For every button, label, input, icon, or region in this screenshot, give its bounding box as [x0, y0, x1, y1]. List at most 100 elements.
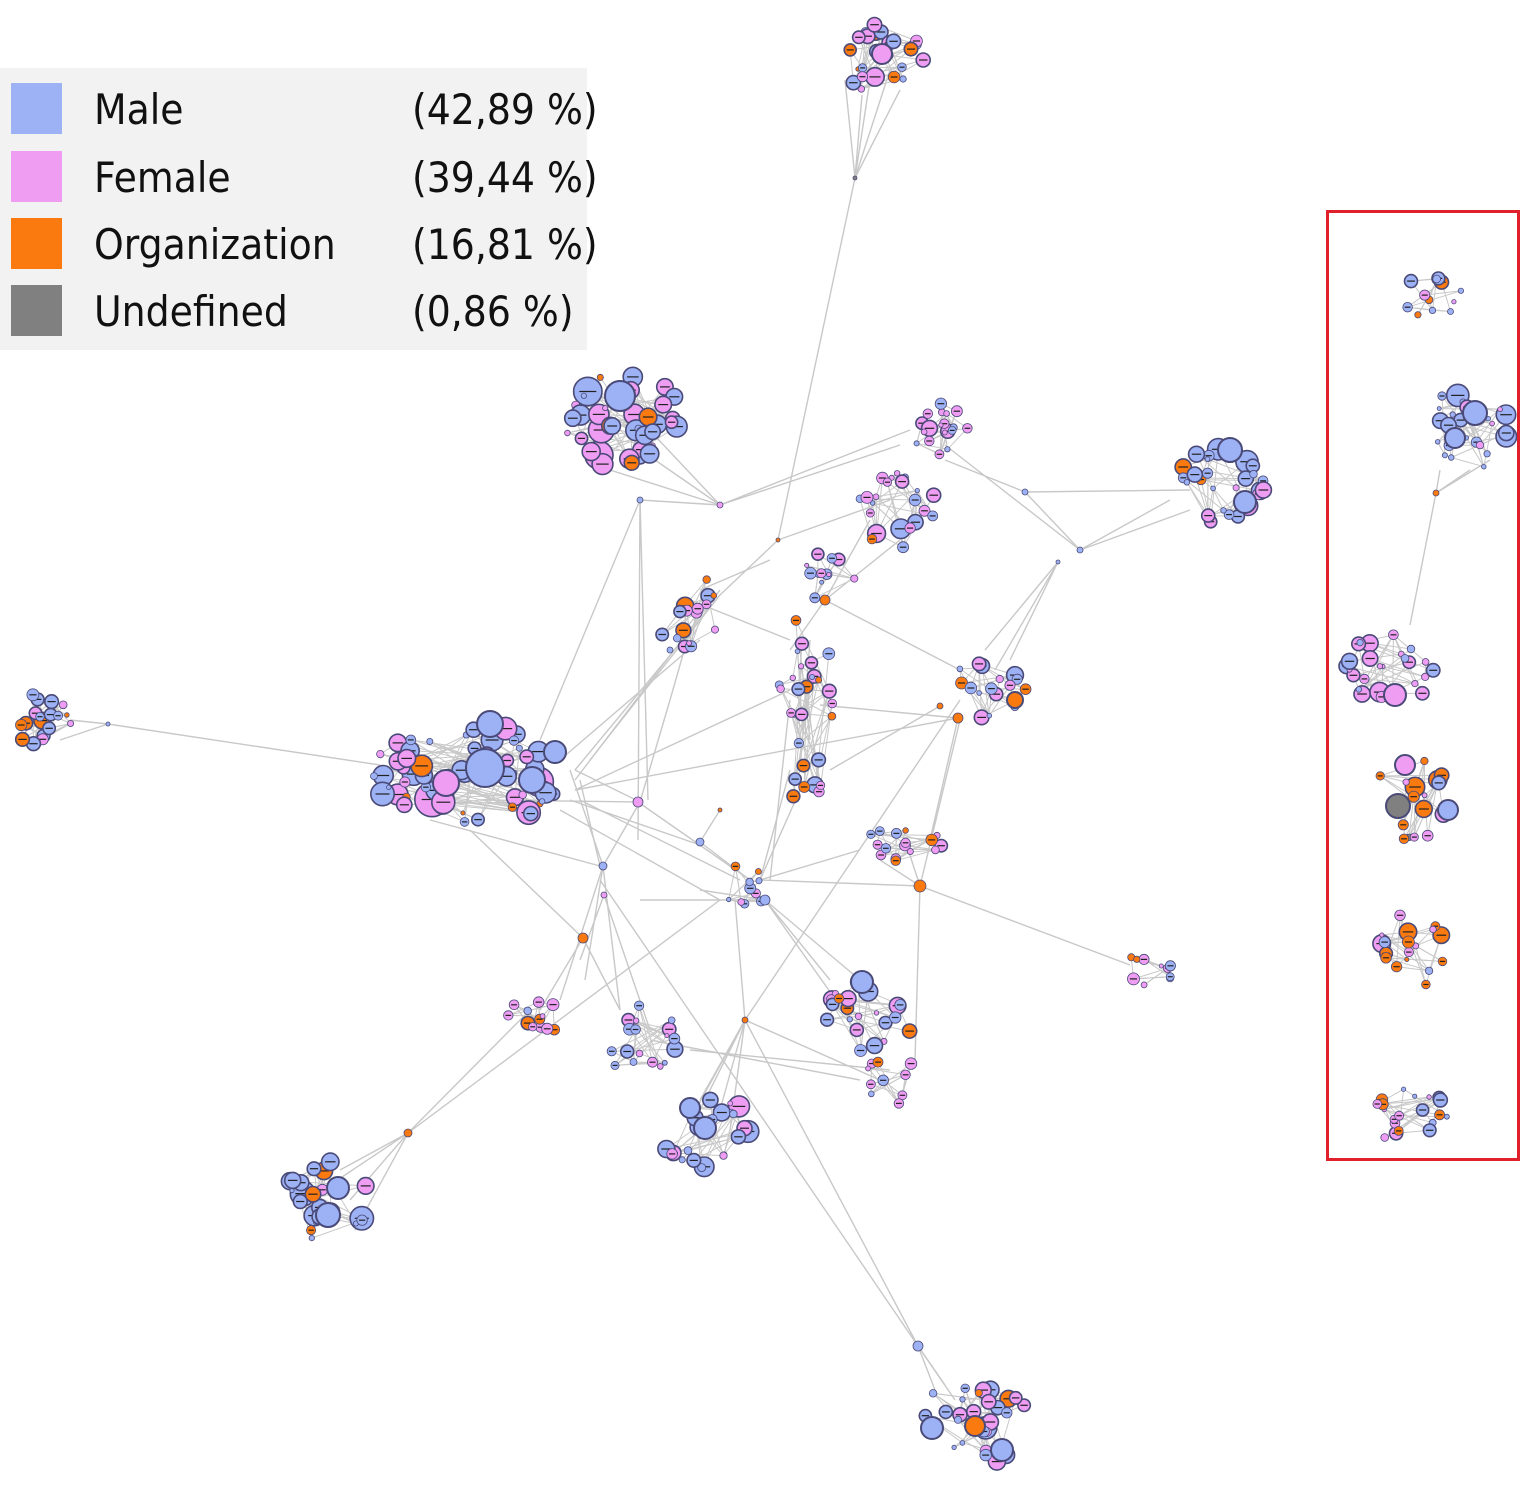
- graph-edge: [339, 1132, 409, 1171]
- node-label-mark: [551, 1029, 558, 1031]
- node-label-mark: [694, 608, 701, 610]
- graph-edge: [919, 719, 961, 887]
- graph-connector-node: [913, 879, 927, 893]
- graph-node: [1355, 686, 1363, 693]
- graph-connector-node: [716, 501, 724, 509]
- node-label-mark: [902, 1074, 909, 1076]
- node-label-mark: [907, 1063, 915, 1065]
- node-label-mark: [890, 76, 898, 78]
- graph-connector-node: [741, 1016, 749, 1024]
- node-label-mark: [843, 998, 853, 1000]
- node-label-mark: [877, 830, 883, 832]
- graph-edge: [803, 690, 830, 788]
- node-label-mark: [894, 528, 907, 530]
- graph-edge: [699, 559, 771, 591]
- highlight-box: [1326, 210, 1520, 1161]
- graph-edge: [69, 719, 109, 725]
- graph-node: [697, 1163, 707, 1172]
- node-label-mark: [1396, 1115, 1402, 1117]
- node-label-mark: [308, 1193, 318, 1195]
- graph-edge: [611, 1019, 672, 1052]
- graph-node: [1183, 479, 1191, 486]
- node-label-mark: [703, 603, 710, 605]
- graph-edge: [539, 937, 584, 1011]
- graph-edge: [759, 849, 861, 881]
- graph-connector-node: [759, 894, 771, 906]
- graph-node-hub: [990, 1438, 1014, 1462]
- graph-connector-node: [695, 837, 705, 847]
- node-label-mark: [898, 481, 906, 483]
- node-label-mark: [1003, 1412, 1010, 1414]
- graph-node: [1425, 966, 1434, 975]
- graph-node: [1210, 485, 1216, 492]
- node-label-mark: [982, 1454, 990, 1456]
- node-label-mark: [1418, 1109, 1427, 1111]
- graph-node-hub: [315, 1202, 341, 1228]
- node-label-mark: [1407, 280, 1415, 282]
- node-label-mark: [671, 1038, 678, 1040]
- graph-node-hub: [1385, 793, 1411, 819]
- node-label-mark: [579, 390, 597, 393]
- node-label-mark: [29, 743, 38, 745]
- graph-node: [1420, 756, 1429, 766]
- graph-node: [745, 877, 754, 887]
- graph-connector-node: [666, 646, 674, 654]
- graph-node: [580, 392, 588, 399]
- graph-edge: [792, 651, 798, 678]
- node-label-mark: [532, 751, 545, 753]
- node-label-mark: [308, 1229, 314, 1231]
- graph-node: [913, 440, 920, 447]
- node-label-mark: [1500, 414, 1512, 416]
- graph-edge: [1182, 477, 1224, 511]
- node-label-mark: [911, 499, 919, 501]
- graph-edge: [602, 801, 641, 867]
- graph-node: [1356, 638, 1364, 647]
- node-cluster: [606, 1000, 684, 1070]
- node-label-mark: [828, 1003, 837, 1005]
- node-label-mark: [39, 738, 47, 740]
- node-label-mark: [1378, 696, 1386, 698]
- graph-edge: [877, 1061, 900, 1104]
- graph-edge: [817, 553, 855, 580]
- graph-edge: [1369, 658, 1426, 678]
- node-label-mark: [875, 1061, 881, 1063]
- graph-node: [1421, 672, 1430, 682]
- node-label-mark: [1248, 465, 1257, 467]
- node-label-mark: [860, 67, 866, 69]
- node-label-mark: [919, 59, 928, 61]
- node-cluster: [955, 656, 1032, 726]
- legend-label: Male: [94, 85, 184, 134]
- node-label-mark: [705, 1099, 715, 1101]
- node-label-mark: [878, 854, 884, 856]
- graph-node-hub: [1217, 437, 1243, 463]
- graph-node: [755, 877, 763, 885]
- node-label-mark: [852, 1029, 861, 1031]
- graph-node: [1400, 654, 1410, 663]
- graph-edge: [919, 885, 1131, 966]
- graph-edge: [744, 1019, 881, 1081]
- graph-node: [1457, 287, 1465, 294]
- node-label-mark: [732, 1105, 746, 1107]
- graph-edge: [1196, 453, 1224, 511]
- graph-edge: [1384, 1097, 1440, 1110]
- node-label-mark: [375, 793, 390, 795]
- legend-percent: (16,81 %): [412, 220, 598, 269]
- node-label-mark: [988, 688, 995, 690]
- node-label-mark: [55, 715, 61, 717]
- graph-edge: [871, 1074, 906, 1095]
- node-label-mark: [690, 1117, 700, 1119]
- node-label-mark: [1456, 419, 1465, 421]
- graph-node: [426, 738, 434, 746]
- node-label-mark: [503, 759, 511, 762]
- node-label-mark: [907, 48, 916, 50]
- graph-node: [667, 1016, 676, 1025]
- graph-node: [1406, 644, 1416, 654]
- node-label-mark: [905, 1030, 914, 1032]
- graph-edge: [879, 859, 921, 887]
- graph-edge: [792, 743, 800, 797]
- node-label-mark: [941, 423, 948, 425]
- node-label-mark: [794, 688, 803, 690]
- graph-node-hub: [1437, 799, 1459, 821]
- graph-node: [872, 493, 880, 501]
- graph-edge: [895, 849, 936, 862]
